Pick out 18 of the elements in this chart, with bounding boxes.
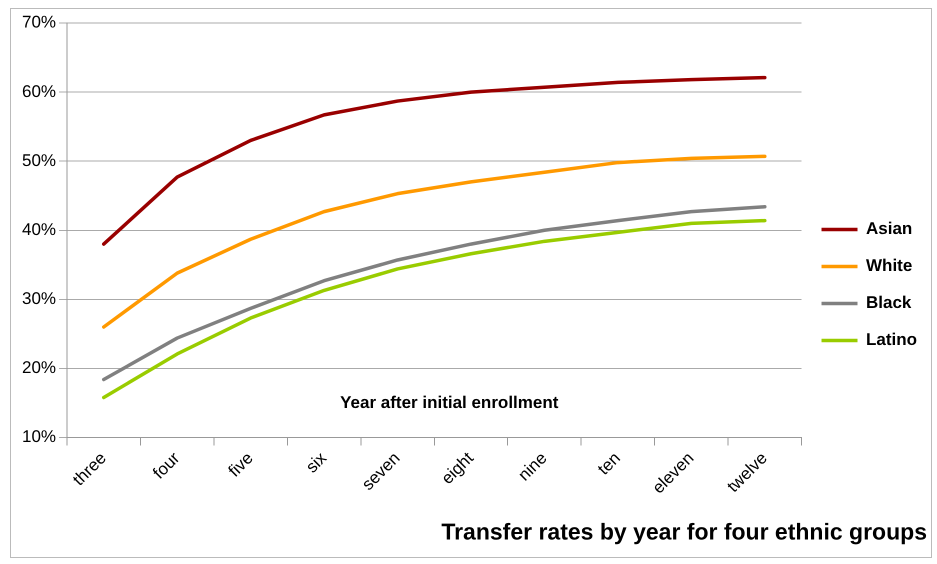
x-tick-label: ten <box>594 448 624 479</box>
y-tick-label: 60% <box>22 82 56 101</box>
legend-label: Asian <box>866 219 912 238</box>
y-tick-label: 30% <box>22 289 56 308</box>
y-tick-label: 70% <box>22 12 56 32</box>
legend-label: White <box>866 256 912 276</box>
x-tick-label: four <box>149 448 184 483</box>
legend-label: Black <box>866 293 912 312</box>
x-tick-label: nine <box>514 448 551 485</box>
y-tick-label: 50% <box>22 150 56 170</box>
y-tick-label: 20% <box>22 358 56 378</box>
x-axis-title: Year after initial enrollment <box>340 393 559 412</box>
legend-label: Latino <box>866 330 918 350</box>
x-tick-label: five <box>224 448 257 481</box>
x-tick-label: six <box>302 448 331 477</box>
y-tick-label: 40% <box>22 220 56 239</box>
y-tick-label: 10% <box>22 427 56 446</box>
text: Transfer rates by year for four ethnic groups <box>441 518 927 545</box>
